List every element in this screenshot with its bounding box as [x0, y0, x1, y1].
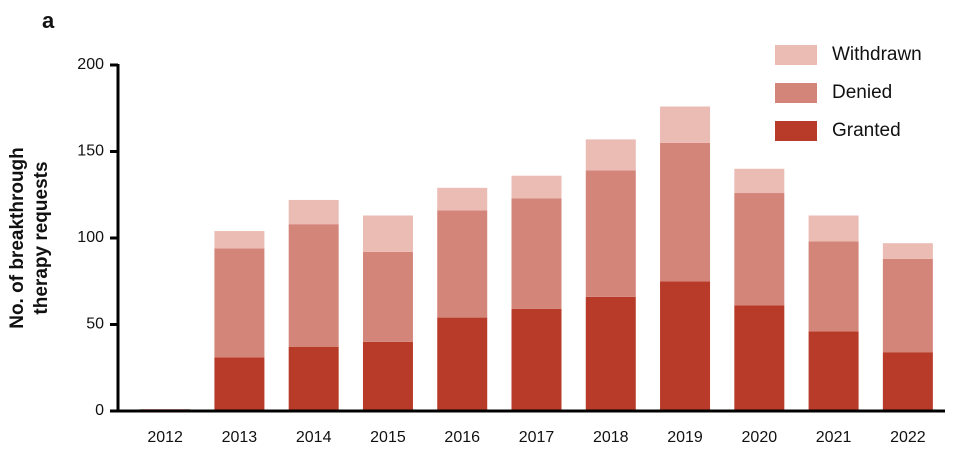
x-tick-label: 2012	[147, 429, 183, 446]
bar-segment	[214, 248, 265, 358]
bar-segment	[660, 281, 711, 411]
legend-label: Withdrawn	[832, 44, 922, 65]
bar-segment	[808, 331, 859, 411]
bar-segment	[437, 317, 488, 411]
bar-segment	[288, 224, 339, 347]
x-tick-label: 2014	[296, 429, 332, 446]
x-tick-label: 2017	[519, 429, 555, 446]
bar-segment	[214, 231, 265, 249]
x-tick-label: 2013	[222, 429, 258, 446]
bar-segment	[585, 170, 636, 297]
x-tick-label: 2015	[370, 429, 406, 446]
legend-label: Granted	[832, 120, 901, 141]
legend-swatch	[775, 45, 817, 65]
bar-segment	[882, 258, 933, 353]
bar-segment	[882, 352, 933, 411]
y-axis-label-line: therapy requests	[31, 161, 52, 314]
bar-segment	[288, 346, 339, 411]
y-tick-label: 50	[86, 316, 104, 333]
y-tick-label: 200	[77, 56, 104, 73]
bar-segment	[734, 193, 785, 306]
bar-segment	[660, 142, 711, 282]
x-tick-label: 2020	[742, 429, 778, 446]
bar-segment	[362, 215, 413, 252]
bar-segment	[362, 341, 413, 411]
bar-segment	[362, 251, 413, 342]
bar-segment	[660, 106, 711, 143]
bar-segment	[585, 296, 636, 411]
bar-segment	[511, 175, 562, 199]
x-tick-label: 2019	[667, 429, 703, 446]
bar-segment	[214, 357, 265, 411]
bar-segment	[808, 241, 859, 332]
x-tick-label: 2018	[593, 429, 629, 446]
bar-segment	[437, 210, 488, 318]
x-tick-label: 2022	[890, 429, 926, 446]
y-tick-label: 150	[77, 143, 104, 160]
bar-segment	[734, 305, 785, 411]
bar-segment	[808, 215, 859, 242]
y-tick-label: 100	[77, 229, 104, 246]
bar-segment	[882, 243, 933, 259]
y-axis-label-line: No. of breakthrough	[7, 147, 28, 329]
y-axis-label: No. of breakthrough therapy requests	[7, 147, 52, 329]
legend-label: Denied	[832, 82, 892, 103]
x-tick-label: 2021	[816, 429, 852, 446]
bar-segment	[585, 139, 636, 171]
legend-swatch	[775, 121, 817, 141]
panel-label: a	[42, 8, 55, 33]
bar-segment	[288, 199, 339, 225]
bar-segment	[511, 308, 562, 411]
bar-segment	[734, 168, 785, 194]
bar-segment	[511, 198, 562, 309]
x-tick-label: 2016	[444, 429, 480, 446]
bar-segment	[437, 187, 488, 211]
legend-swatch	[775, 83, 817, 103]
y-tick-label: 0	[95, 402, 104, 419]
